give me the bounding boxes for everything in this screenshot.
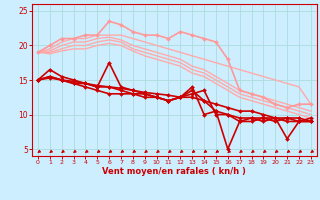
X-axis label: Vent moyen/en rafales ( kn/h ): Vent moyen/en rafales ( kn/h ) [102, 167, 246, 176]
